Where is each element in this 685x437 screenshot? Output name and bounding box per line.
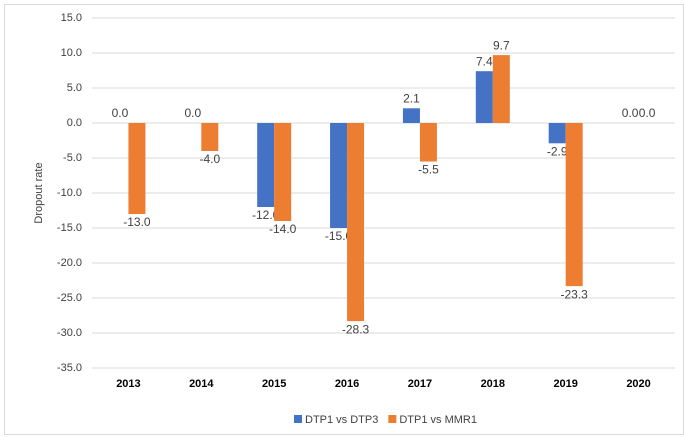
x-tick-label: 2019 [553, 378, 577, 390]
data-label: 2.1 [403, 91, 420, 105]
data-label: -4.0 [199, 152, 220, 166]
legend-label: DTP1 vs DTP3 [305, 414, 378, 426]
x-tick-label: 2016 [335, 378, 359, 390]
y-tick-label: -15.0 [57, 222, 82, 234]
bar [419, 123, 437, 162]
data-label: 0.0 [639, 106, 656, 120]
y-tick-label: -35.0 [57, 362, 82, 374]
bar [548, 123, 566, 144]
bar [347, 123, 365, 322]
data-label: 9.7 [493, 38, 510, 52]
y-axis-title: Dropout rate [33, 162, 45, 223]
x-tick-label: 2014 [189, 378, 214, 390]
bar [257, 123, 275, 207]
y-tick-label: -30.0 [57, 327, 82, 339]
data-label: -14.0 [269, 222, 297, 236]
y-tick-label: 0.0 [67, 117, 82, 129]
bar [330, 123, 348, 228]
y-tick-label: 15.0 [61, 12, 82, 24]
data-label: -15.0 [325, 229, 353, 243]
bar [565, 123, 583, 287]
y-tick-label: -10.0 [57, 187, 82, 199]
legend-swatch [294, 415, 302, 423]
x-tick-label: 2020 [626, 378, 650, 390]
y-tick-label: -25.0 [57, 292, 82, 304]
data-label: 0.0 [184, 106, 201, 120]
data-label: 0.0 [112, 106, 129, 120]
legend-swatch [388, 415, 397, 423]
bar [274, 123, 292, 221]
data-label: -13.0 [123, 215, 151, 229]
data-label: -5.5 [418, 163, 439, 177]
x-tick-label: 2017 [408, 378, 432, 390]
x-tick-label: 2013 [116, 378, 140, 390]
bar [402, 108, 420, 123]
data-label: 7.4 [476, 54, 493, 68]
x-tick-label: 2015 [262, 378, 286, 390]
y-tick-label: -5.0 [63, 152, 82, 164]
data-label: -2.9 [547, 144, 568, 158]
y-tick-label: 10.0 [61, 47, 82, 59]
x-tick-label: 2018 [481, 378, 505, 390]
data-label: -23.3 [561, 287, 589, 301]
bar [128, 123, 146, 214]
bar [475, 71, 493, 123]
y-tick-label: 5.0 [67, 82, 82, 94]
data-label: 0.0 [622, 106, 639, 120]
bar [201, 123, 219, 151]
data-label: -12.0 [252, 208, 280, 222]
bar [492, 55, 510, 123]
legend-label: DTP1 vs MMR1 [399, 414, 477, 426]
data-label: -28.3 [342, 322, 370, 336]
y-tick-label: -20.0 [57, 257, 82, 269]
